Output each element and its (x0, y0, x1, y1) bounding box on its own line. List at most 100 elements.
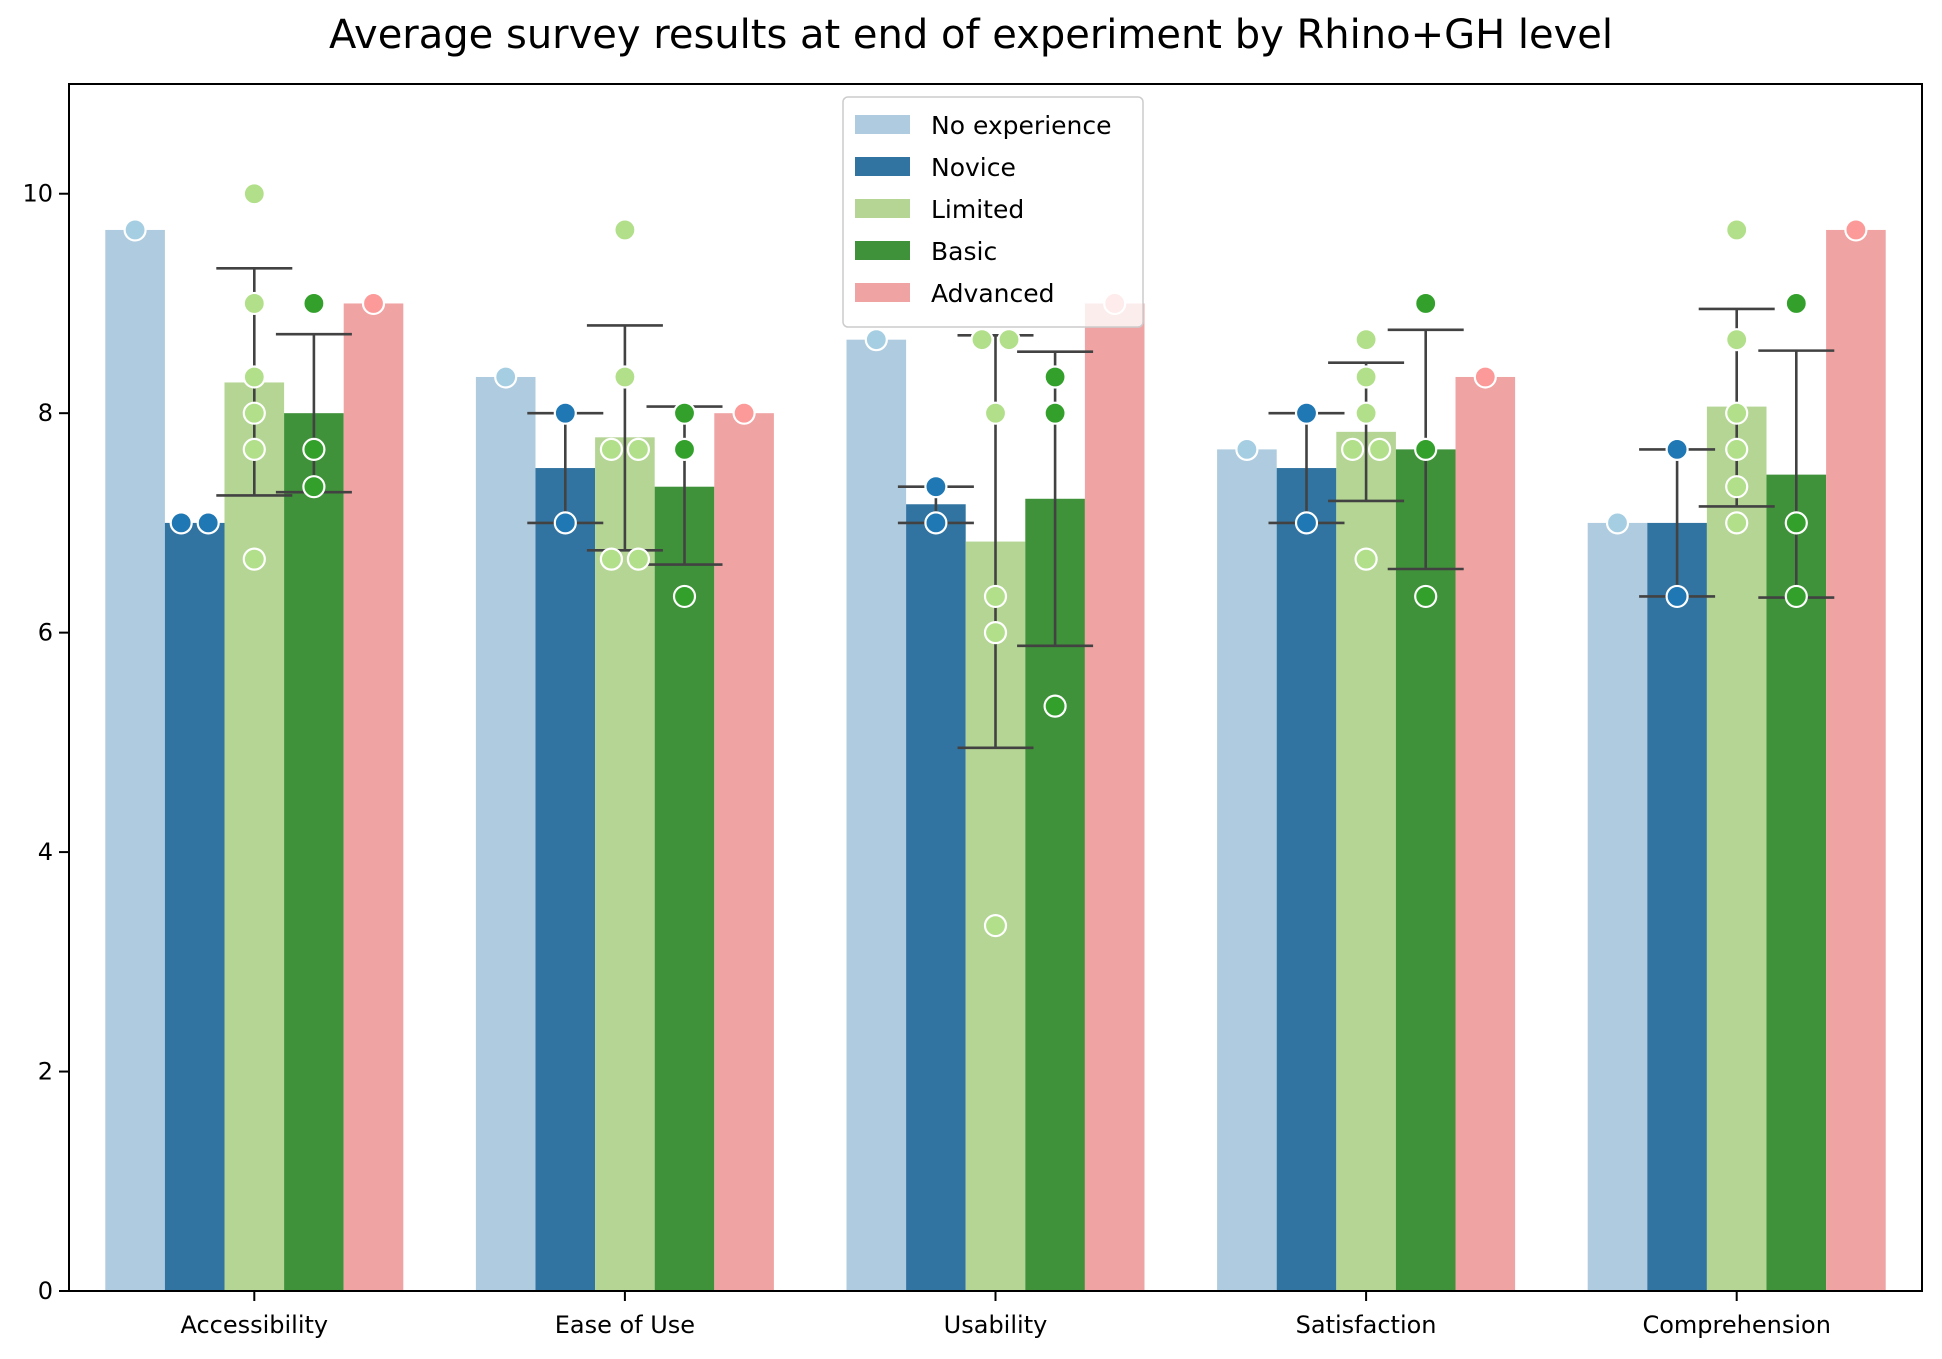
bar-satisfaction-basic (1395, 449, 1456, 1291)
data-point-satisfaction-limited (1354, 547, 1378, 571)
data-point-usability-limited (983, 621, 1008, 645)
x-tick-label-comprehension: Comprehension (1642, 1311, 1830, 1339)
bar-usability-no-experience (846, 339, 907, 1291)
y-tick-label: 10 (22, 180, 53, 208)
legend-swatch (855, 283, 910, 302)
data-point-ease-of-use-novice (553, 511, 577, 535)
data-point-usability-basic (1043, 401, 1067, 425)
y-tick-label: 6 (38, 619, 53, 647)
data-point-satisfaction-basic (1414, 584, 1438, 609)
legend-item-limited: Limited (855, 195, 1024, 224)
axes-layer: 0 2 4 6 8 10 Accessibility Ease of Use Usability… (22, 83, 1923, 1339)
error-bar-ease-of-use-limited (586, 324, 663, 552)
data-point-usability-limited (970, 328, 994, 352)
legend-label: Novice (931, 153, 1016, 182)
data-point-accessibility-no-experience (123, 218, 147, 242)
legend-swatch (855, 241, 910, 260)
data-point-satisfaction-no-experience (1235, 437, 1259, 461)
legend-swatch (855, 199, 910, 218)
data-point-comprehension-limited (1725, 511, 1749, 535)
x-tick-label-accessibility: Accessibility (180, 1311, 328, 1339)
data-point-comprehension-basic (1784, 584, 1808, 609)
data-point-accessibility-basic (302, 437, 326, 461)
legend-label: No experience (931, 111, 1112, 140)
bar-ease-of-use-basic (654, 486, 715, 1291)
data-point-accessibility-novice (169, 511, 193, 535)
data-point-comprehension-novice (1665, 584, 1689, 609)
data-point-comprehension-limited (1725, 328, 1749, 352)
data-point-usability-limited (997, 328, 1021, 352)
bar-accessibility-advanced (343, 303, 404, 1291)
bar-comprehension-no-experience (1587, 522, 1648, 1291)
data-point-satisfaction-novice (1294, 401, 1319, 425)
data-point-satisfaction-limited (1354, 365, 1378, 389)
bar-usability-novice (906, 504, 966, 1291)
data-point-comprehension-basic (1784, 291, 1808, 316)
error-bars-layer (216, 267, 1835, 750)
data-point-accessibility-basic (302, 291, 326, 316)
data-point-accessibility-novice (196, 511, 220, 535)
y-tick-label: 2 (38, 1058, 53, 1086)
data-point-ease-of-use-limited (613, 218, 637, 242)
bar-usability-advanced (1084, 303, 1145, 1291)
data-point-comprehension-novice (1665, 437, 1689, 461)
x-tick-label-usability: Usability (944, 1311, 1048, 1339)
bar-comprehension-novice (1647, 522, 1707, 1291)
legend: No experience Novice Limited Basic Advanced (842, 96, 1144, 328)
data-point-satisfaction-limited (1354, 401, 1378, 425)
error-bar-usability-basic (1017, 350, 1094, 648)
legend-item-novice: Novice (855, 153, 1016, 182)
data-point-accessibility-limited (242, 401, 266, 425)
data-point-usability-novice (924, 511, 948, 535)
bar-satisfaction-advanced (1455, 376, 1516, 1292)
data-point-ease-of-use-limited (626, 437, 651, 461)
data-point-accessibility-limited (242, 365, 266, 389)
chart-title: Average survey results at end of experim… (329, 12, 1613, 58)
bar-ease-of-use-limited (595, 437, 655, 1292)
data-point-satisfaction-basic (1414, 437, 1438, 461)
bar-satisfaction-novice (1276, 468, 1337, 1292)
bars-layer (105, 229, 1886, 1292)
x-tick-label-ease-of-use: Ease of Use (555, 1311, 695, 1339)
data-point-comprehension-advanced (1844, 218, 1868, 242)
bar-ease-of-use-novice (535, 468, 596, 1292)
data-point-satisfaction-novice (1294, 511, 1319, 535)
legend-item-basic: Basic (855, 237, 997, 266)
data-point-usability-basic (1043, 694, 1067, 718)
data-point-accessibility-limited (242, 437, 266, 461)
bar-satisfaction-limited (1336, 431, 1396, 1291)
data-point-comprehension-basic (1784, 511, 1808, 535)
bar-comprehension-advanced (1826, 229, 1886, 1292)
data-point-ease-of-use-novice (553, 401, 577, 425)
legend-label: Limited (931, 195, 1024, 224)
data-point-satisfaction-advanced (1473, 365, 1497, 389)
y-tick-label: 0 (38, 1277, 53, 1305)
data-point-comprehension-limited (1725, 401, 1749, 425)
legend-box (842, 96, 1144, 328)
legend-label: Basic (931, 237, 997, 266)
legend-label: Advanced (931, 279, 1055, 308)
data-point-usability-novice (924, 475, 948, 499)
bar-comprehension-limited (1706, 406, 1767, 1292)
data-point-usability-limited (983, 584, 1008, 609)
data-point-ease-of-use-basic (672, 437, 697, 461)
data-point-accessibility-limited (242, 547, 266, 571)
data-point-usability-limited (983, 914, 1008, 938)
bar-ease-of-use-no-experience (475, 376, 536, 1292)
data-point-ease-of-use-basic (672, 401, 697, 425)
data-point-accessibility-limited (242, 291, 266, 316)
bar-accessibility-basic (284, 413, 344, 1291)
data-point-comprehension-no-experience (1605, 511, 1630, 535)
data-point-comprehension-limited (1725, 437, 1749, 461)
data-point-accessibility-basic (302, 475, 326, 499)
data-point-ease-of-use-limited (613, 365, 637, 389)
legend-swatch (855, 157, 910, 176)
data-point-ease-of-use-no-experience (494, 365, 518, 389)
x-tick-label-satisfaction: Satisfaction (1296, 1311, 1437, 1339)
bar-comprehension-basic (1766, 474, 1827, 1291)
data-point-ease-of-use-limited (626, 547, 651, 571)
data-point-accessibility-limited (242, 182, 266, 206)
bar-accessibility-novice (164, 522, 225, 1291)
data-point-accessibility-advanced (361, 291, 386, 316)
